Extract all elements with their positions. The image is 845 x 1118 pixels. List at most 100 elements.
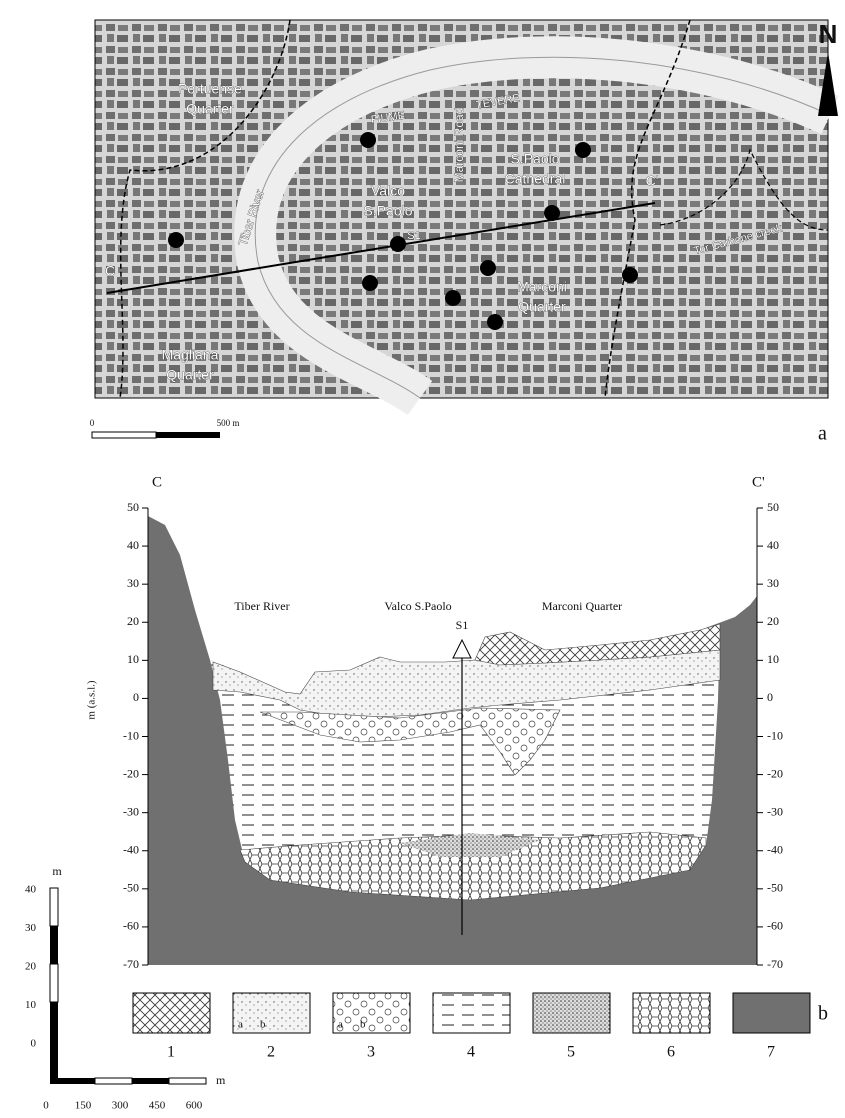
map-label: Quarter	[166, 367, 214, 383]
y-tick-label: -70	[123, 957, 139, 971]
y-tick-label: -60	[767, 919, 783, 933]
section-label: Valco S.Paolo	[384, 599, 451, 613]
scale-segment	[50, 964, 58, 1002]
legend-label: 5	[567, 1044, 575, 1061]
legend-sublabel: b	[360, 1019, 366, 1031]
section-end-label: C'	[646, 173, 659, 189]
scale-segment	[156, 432, 220, 438]
section-label: Marconi Quarter	[542, 599, 622, 613]
panel-label: b	[818, 1003, 828, 1025]
map-label: Quarter	[518, 299, 566, 315]
scale-tick-label: 0	[31, 1038, 37, 1050]
scale-tick-label: 40	[25, 884, 37, 896]
scale-tick-label: 300	[112, 1100, 129, 1112]
borehole	[575, 142, 591, 158]
scale-segment	[132, 1078, 169, 1084]
legend-swatch	[233, 993, 310, 1033]
borehole	[480, 260, 496, 276]
y-tick-label: -40	[767, 843, 783, 857]
scale-segment	[50, 926, 58, 964]
map-label: Quarter	[186, 101, 234, 117]
section-end-label: C	[152, 474, 162, 490]
y-tick-label: 30	[127, 576, 139, 590]
y-tick-label: 0	[133, 690, 139, 704]
y-tick-label: 10	[127, 652, 139, 666]
y-tick-label: -60	[123, 919, 139, 933]
borehole	[445, 290, 461, 306]
legend-sublabel: a	[338, 1019, 343, 1031]
map: Portuense Quarter FIUME TEVERE Marconi R…	[90, 19, 838, 445]
y-tick-label: -30	[767, 804, 783, 818]
y-tick-label: -70	[767, 957, 783, 971]
figure: Portuense Quarter FIUME TEVERE Marconi R…	[0, 0, 845, 1118]
legend-swatch	[333, 993, 410, 1033]
y-tick-label: 20	[127, 614, 139, 628]
legend-label: 2	[267, 1044, 275, 1061]
y-tick-label: -10	[767, 728, 783, 742]
map-label: Marconi	[517, 279, 567, 295]
legend-label: 3	[367, 1044, 375, 1061]
section-end-label: C	[105, 263, 115, 279]
y-tick-label: 40	[127, 538, 139, 552]
section-label: Tiber River	[234, 599, 289, 613]
y-tick-label: 0	[767, 690, 773, 704]
map-label: Portuense	[178, 81, 242, 97]
y-tick-label: -40	[123, 843, 139, 857]
scale-segment	[50, 888, 58, 926]
scale-segment	[58, 1078, 95, 1084]
borehole	[360, 132, 376, 148]
map-label: Cathedral	[505, 171, 566, 187]
legend-sublabel: a	[238, 1019, 243, 1031]
y-tick-label: 50	[127, 500, 139, 514]
y-tick-label: -50	[767, 881, 783, 895]
y-tick-label: -20	[767, 766, 783, 780]
borehole	[168, 232, 184, 248]
north-label: N	[819, 19, 838, 49]
y-tick-label: -20	[123, 766, 139, 780]
axis-title: m (a.s.l.)	[86, 680, 98, 719]
scale-label: 0	[90, 418, 95, 428]
legend-swatch	[633, 993, 710, 1033]
legend-swatch	[533, 993, 610, 1033]
scale-segment	[50, 1040, 58, 1084]
borehole	[487, 314, 503, 330]
map-label: Magliana	[162, 347, 219, 363]
section-end-label: C'	[752, 474, 765, 490]
map-label: S1	[407, 230, 420, 242]
legend-label: 1	[167, 1044, 175, 1061]
scale-unit: m	[52, 864, 62, 878]
legend-swatch	[133, 993, 210, 1033]
y-tick-label: 20	[767, 614, 779, 628]
legend-sublabel: b	[260, 1019, 266, 1031]
map-label: Marconi Road	[452, 108, 466, 183]
y-tick-label: 10	[767, 652, 779, 666]
borehole	[362, 275, 378, 291]
scale-segment	[95, 1078, 132, 1084]
scale-segment	[169, 1078, 206, 1084]
y-tick-label: -50	[123, 881, 139, 895]
legend-label: 7	[767, 1044, 775, 1061]
scale-segment	[92, 432, 156, 438]
borehole	[390, 236, 406, 252]
legend-swatch	[433, 993, 510, 1033]
scale-segment	[50, 1002, 58, 1040]
scale-label: 500 m	[217, 418, 240, 428]
legend-label: 6	[667, 1044, 675, 1061]
panel-label: a	[818, 423, 827, 445]
borehole-symbol	[453, 640, 471, 658]
borehole	[622, 267, 638, 283]
legend-label: 4	[467, 1044, 475, 1061]
borehole	[544, 205, 560, 221]
y-tick-label: 50	[767, 500, 779, 514]
scale-tick-label: 450	[149, 1100, 166, 1112]
scale-tick-label: 20	[25, 961, 37, 973]
scale-tick-label: 0	[43, 1100, 49, 1112]
y-tick-label: -10	[123, 728, 139, 742]
legend: 1 2 a b 3 a b 4 5 6 7	[133, 993, 810, 1061]
legend-swatch	[733, 993, 810, 1033]
scale-tick-label: 600	[186, 1100, 203, 1112]
y-tick-label: 40	[767, 538, 779, 552]
cross-section: 50 40 30 20 10 0 -10 -20 -30 -40 -50 -60 -70 50 40 30 20…	[86, 474, 828, 1024]
scale-tick-label: 150	[75, 1100, 92, 1112]
y-tick-label: 30	[767, 576, 779, 590]
